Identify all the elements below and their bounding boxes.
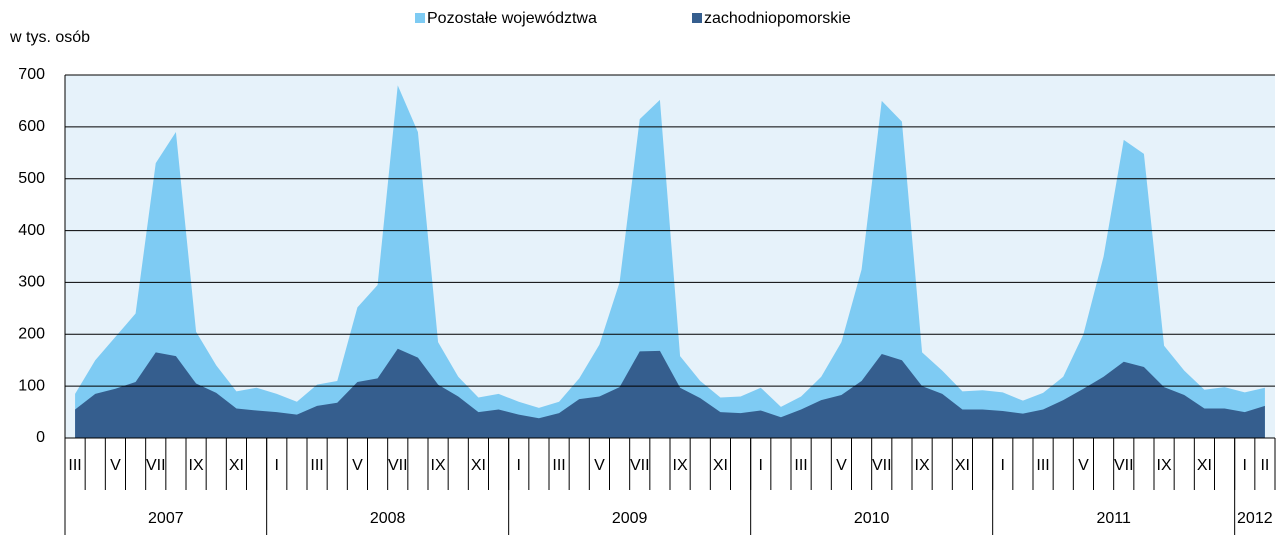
legend-label: Pozostałe województwa — [427, 10, 597, 27]
x-tick-label: I — [275, 457, 279, 474]
x-tick-label: III — [68, 457, 81, 474]
x-tick-label: VII — [1114, 457, 1134, 474]
x-tick-label: III — [310, 457, 323, 474]
area — [75, 85, 1265, 438]
x-tick-label: XI — [471, 457, 486, 474]
legend-swatch — [692, 13, 702, 23]
y-tick-label: 300 — [18, 274, 45, 291]
x-tick-label: IX — [189, 457, 204, 474]
x-tick-label: III — [552, 457, 565, 474]
x-tick-label: IX — [673, 457, 688, 474]
area — [75, 348, 1265, 438]
year-label: 2011 — [1096, 510, 1131, 527]
x-tick-label: III — [1036, 457, 1049, 474]
year-label: 2010 — [854, 510, 890, 527]
x-tick-label: I — [517, 457, 521, 474]
year-label: 2007 — [148, 510, 184, 527]
x-tick-label: III — [794, 457, 807, 474]
y-tick-label: 0 — [36, 429, 45, 446]
x-tick-label: II — [1260, 457, 1269, 474]
x-tick-label: XI — [229, 457, 244, 474]
x-tick-label: XI — [713, 457, 728, 474]
x-tick-label: V — [1078, 457, 1089, 474]
x-tick-label: I — [1243, 457, 1247, 474]
x-tick-label: IX — [1157, 457, 1172, 474]
legend-swatch — [415, 13, 425, 23]
y-tick-label: 600 — [18, 118, 45, 135]
y-tick-label: 200 — [18, 326, 45, 343]
y-axis-label: w tys. osób — [9, 29, 90, 46]
year-label: 2009 — [612, 510, 648, 527]
x-tick-label: V — [594, 457, 605, 474]
x-tick-label: VII — [388, 457, 408, 474]
x-tick-label: V — [352, 457, 363, 474]
x-tick-label: I — [1001, 457, 1005, 474]
x-tick-label: XI — [1197, 457, 1212, 474]
x-tick-label: I — [759, 457, 763, 474]
y-tick-label: 400 — [18, 222, 45, 239]
x-tick-label: V — [836, 457, 847, 474]
year-label: 2008 — [370, 510, 406, 527]
x-tick-label: V — [110, 457, 121, 474]
y-tick-label: 700 — [18, 66, 45, 83]
legend-label: zachodniopomorskie — [704, 10, 851, 27]
y-tick-label: 500 — [18, 170, 45, 187]
x-tick-label: XI — [955, 457, 970, 474]
x-tick-label: VII — [872, 457, 892, 474]
year-label: 2012 — [1237, 510, 1273, 527]
x-tick-label: IX — [431, 457, 446, 474]
x-tick-label: IX — [915, 457, 930, 474]
y-tick-label: 100 — [18, 377, 45, 394]
x-tick-label: VII — [630, 457, 650, 474]
x-tick-label: VII — [146, 457, 166, 474]
